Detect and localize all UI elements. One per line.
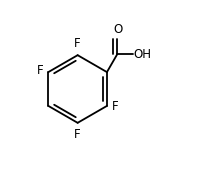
Text: F: F [112,100,119,113]
Text: OH: OH [134,48,152,61]
Text: F: F [74,128,81,141]
Text: F: F [37,64,43,77]
Text: O: O [113,23,123,36]
Text: F: F [74,37,81,50]
